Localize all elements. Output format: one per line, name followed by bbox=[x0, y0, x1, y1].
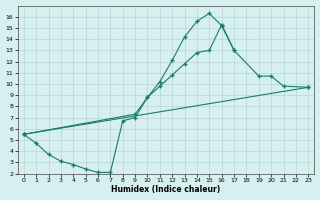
X-axis label: Humidex (Indice chaleur): Humidex (Indice chaleur) bbox=[111, 185, 221, 194]
